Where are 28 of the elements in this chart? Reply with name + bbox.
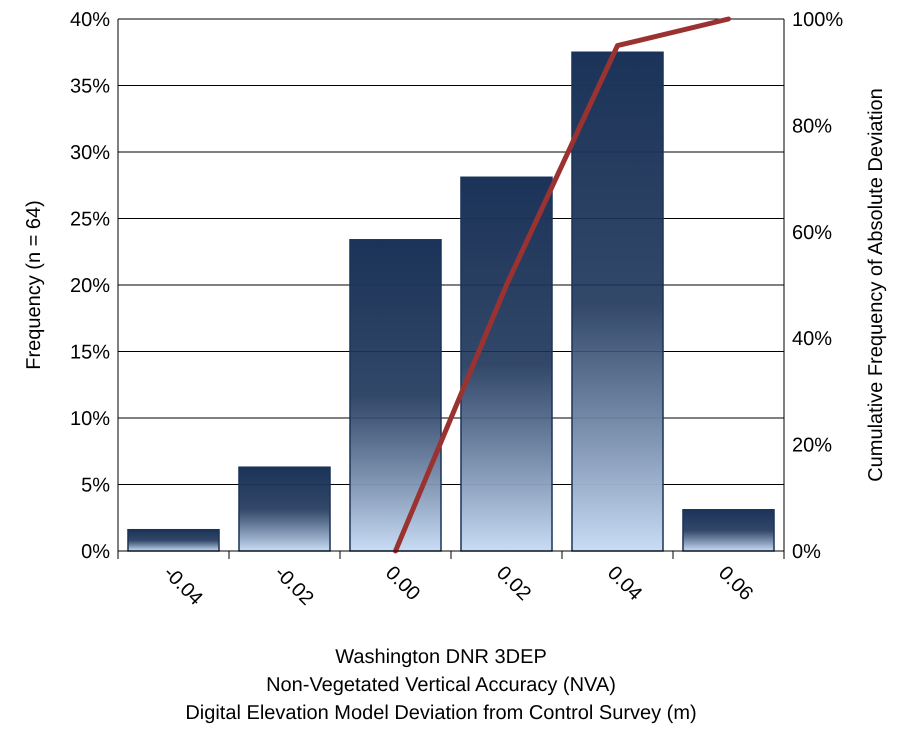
y-tick-label: 0% bbox=[81, 541, 110, 563]
y-tick-label: 20% bbox=[70, 275, 110, 297]
y2-tick-label: 100% bbox=[792, 9, 844, 31]
x-tick-label: 0.00 bbox=[381, 562, 424, 606]
bar bbox=[460, 176, 553, 552]
y-tick-label: 40% bbox=[70, 9, 110, 31]
y2-tick-label: 0% bbox=[792, 541, 822, 563]
bar bbox=[238, 466, 331, 552]
y2-tick-label: 60% bbox=[792, 222, 832, 244]
y-tick-label: 5% bbox=[81, 474, 110, 496]
y-tick-label: 15% bbox=[70, 342, 110, 364]
y2-tick-label: 40% bbox=[792, 328, 832, 350]
bar bbox=[127, 528, 220, 552]
y-tick-label: 35% bbox=[70, 76, 110, 98]
y2-tick-label: 20% bbox=[792, 434, 832, 457]
y-tick-label: 25% bbox=[70, 208, 110, 230]
x-tick-label: -0.04 bbox=[159, 562, 207, 610]
y2-tick-label: 80% bbox=[792, 115, 832, 138]
x-tick-label: 0.04 bbox=[603, 562, 646, 606]
y-axis-title: Frequency (n = 64) bbox=[23, 200, 45, 370]
y-tick-label: 30% bbox=[70, 142, 110, 164]
bar bbox=[571, 52, 664, 552]
bar bbox=[682, 509, 775, 552]
bar bbox=[349, 239, 442, 552]
x-tick-label: 0.06 bbox=[714, 562, 758, 606]
x-axis-title: Washington DNR 3DEP Non-Vegetated Vertical Accuracy (NVA) Digital Elevation Model Deviation from Control Survey (m) bbox=[185, 646, 697, 724]
y2-axis-title: Cumulative Frequency of Absolute Deviation bbox=[865, 88, 887, 482]
y-tick-label: 10% bbox=[70, 408, 110, 430]
